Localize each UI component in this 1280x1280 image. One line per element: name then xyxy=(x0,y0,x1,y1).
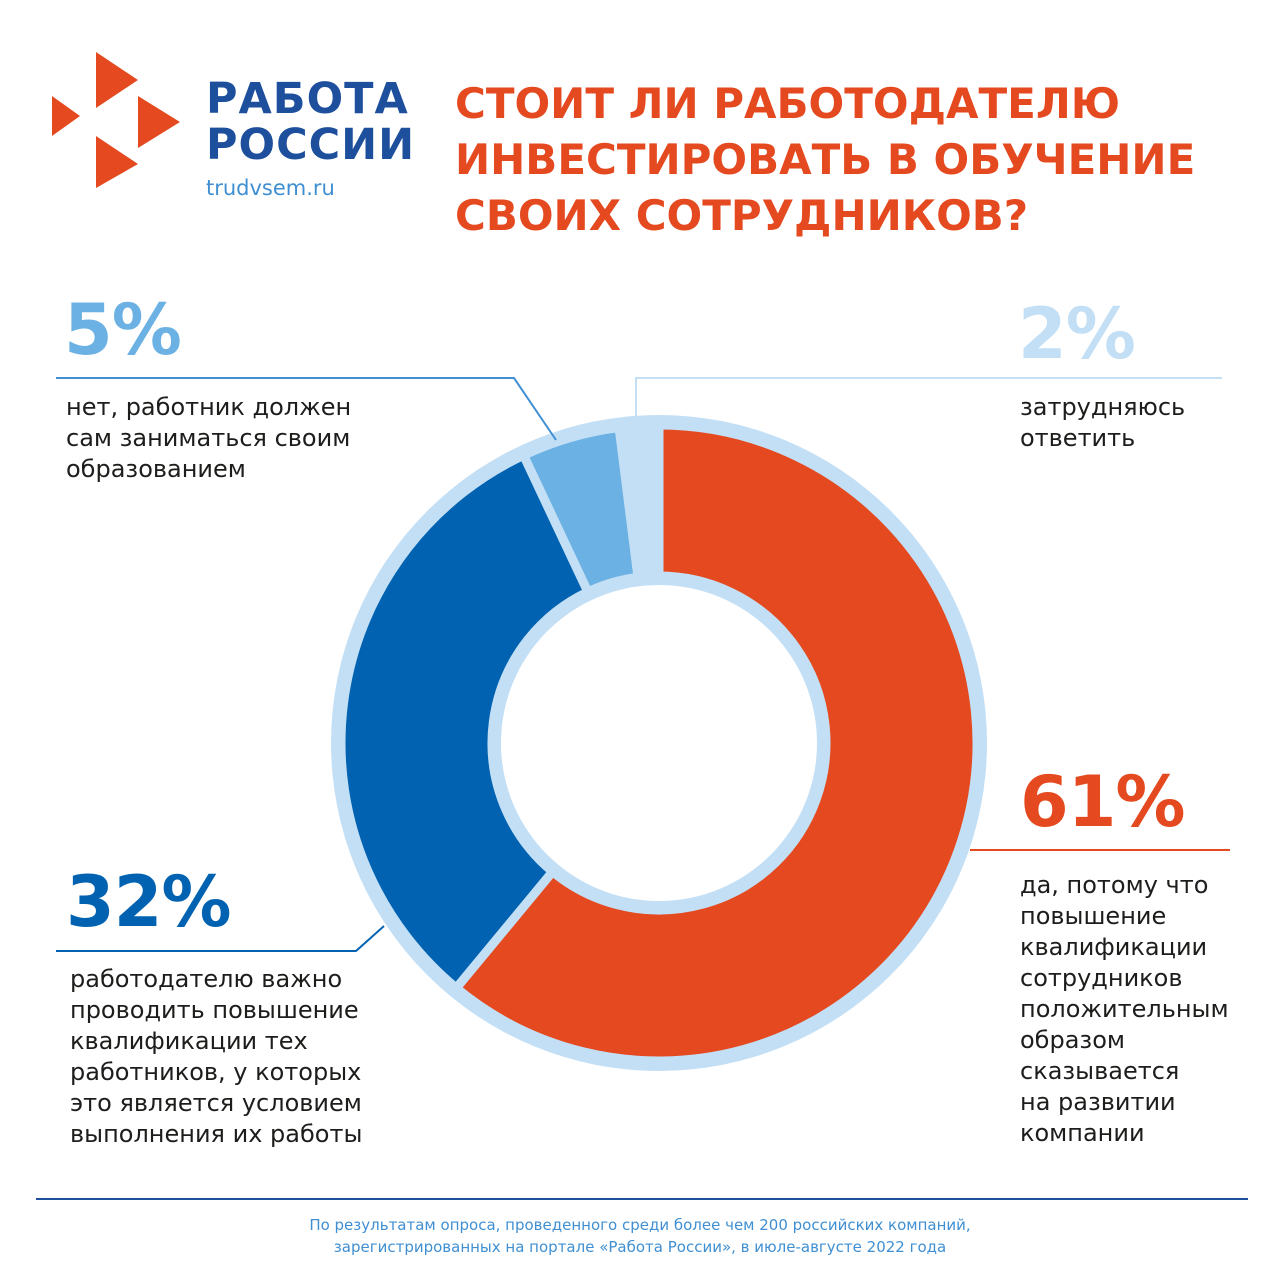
desc-yes-line: образом xyxy=(1020,1026,1125,1054)
desc-no-line: нет, работник должен xyxy=(66,393,352,421)
desc-unsure-line: ответить xyxy=(1020,424,1136,452)
desc-unsure-line: затрудняюсь xyxy=(1020,393,1186,421)
desc-important-line: это является условием xyxy=(70,1089,362,1117)
brand-name-line1: РАБОТА xyxy=(206,74,409,124)
footer-note: По результатам опроса, проведенного сред… xyxy=(0,1214,1280,1258)
brand-name-line2: РОССИИ xyxy=(206,120,416,170)
desc-yes-line: да, потому что xyxy=(1020,871,1209,899)
pct-5: 5% xyxy=(64,289,182,371)
desc-yes: да, потому что повышение квалификации со… xyxy=(1020,870,1229,1149)
desc-important: работодателю важно проводить повышение к… xyxy=(70,964,362,1150)
desc-yes-line: сказывается xyxy=(1020,1057,1180,1085)
desc-no-line: сам заниматься своим xyxy=(66,424,351,452)
donut-slices xyxy=(336,420,982,1066)
desc-no-line: образованием xyxy=(66,455,246,483)
brand-block: РАБОТА РОССИИ trudvsem.ru xyxy=(206,76,415,200)
page-title: СТОИТ ЛИ РАБОТОДАТЕЛЮ ИНВЕСТИРОВАТЬ В ОБ… xyxy=(455,76,1275,244)
desc-yes-line: сотрудников xyxy=(1020,964,1183,992)
desc-yes-line: на развитии xyxy=(1020,1088,1176,1116)
brand-url[interactable]: trudvsem.ru xyxy=(206,176,335,200)
pct-32: 32% xyxy=(66,861,232,943)
desc-important-line: работодателю важно xyxy=(70,965,343,993)
footer-divider xyxy=(36,1198,1248,1200)
leader-line-5 xyxy=(56,377,557,441)
pct-61: 61% xyxy=(1020,761,1186,843)
desc-yes-line: положительным xyxy=(1020,995,1229,1023)
desc-yes-line: повышение xyxy=(1020,902,1167,930)
donut-hole xyxy=(501,585,817,901)
leader-line-2 xyxy=(635,377,1222,426)
brand-logo-icon xyxy=(52,52,180,188)
pct-2: 2% xyxy=(1018,293,1136,375)
desc-important-line: квалификации тех xyxy=(70,1027,308,1055)
logo-arrow-top xyxy=(96,52,138,108)
footer-line2: зарегистрированных на портале «Работа Ро… xyxy=(333,1238,947,1256)
desc-unsure: затрудняюсь ответить xyxy=(1020,392,1185,454)
desc-no: нет, работник должен сам заниматься свои… xyxy=(66,392,351,485)
logo-arrow-right xyxy=(138,96,180,148)
desc-important-line: выполнения их работы xyxy=(70,1120,363,1148)
logo-arrow-bottom xyxy=(96,136,138,188)
footer-line1: По результатам опроса, проведенного сред… xyxy=(309,1216,971,1234)
logo-arrow-left xyxy=(52,96,80,136)
title-line3: СВОИХ СОТРУДНИКОВ? xyxy=(455,191,1029,240)
desc-important-line: проводить повышение xyxy=(70,996,359,1024)
leader-line-32 xyxy=(56,925,385,952)
desc-yes-line: компании xyxy=(1020,1119,1145,1147)
title-line1: СТОИТ ЛИ РАБОТОДАТЕЛЮ xyxy=(455,79,1121,128)
title-line2: ИНВЕСТИРОВАТЬ В ОБУЧЕНИЕ xyxy=(455,135,1196,184)
desc-yes-line: квалификации xyxy=(1020,933,1208,961)
desc-important-line: работников, у которых xyxy=(70,1058,362,1086)
